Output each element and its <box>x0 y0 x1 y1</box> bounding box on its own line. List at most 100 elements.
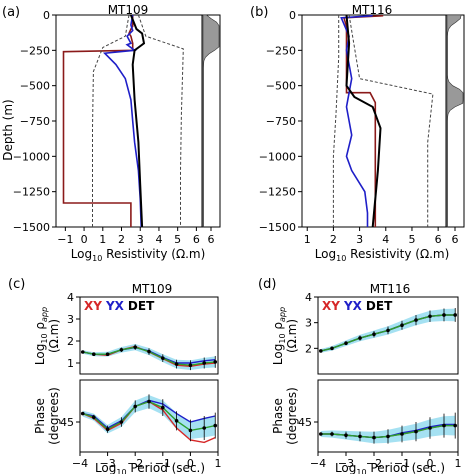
ytick-label: −750 <box>266 115 296 128</box>
rho-data-point <box>400 323 404 328</box>
phase-data-point <box>92 415 96 420</box>
series-black_median <box>345 14 382 228</box>
series-dotted_lower <box>92 14 130 227</box>
rho-data-point <box>372 332 376 337</box>
rho-data-point <box>133 345 137 349</box>
ylabel-phase-line1: Phase <box>271 398 285 434</box>
ylabel-phase-d: Phase (degrees) <box>271 387 299 445</box>
phase-data-point <box>174 419 179 423</box>
ytick-label: −500 <box>20 80 50 93</box>
ensemble-band-phase <box>82 395 216 439</box>
xtick-label: 1 <box>215 457 222 470</box>
rho-data-point <box>161 356 165 360</box>
xtick-label: 1 <box>304 233 311 246</box>
xlabel-log: Log <box>335 461 356 474</box>
ytick-label: −250 <box>20 44 50 57</box>
ytick-label: −1500 <box>13 221 50 234</box>
ylabel-phase-c: Phase (degrees) <box>33 387 61 445</box>
xtick-label: −4 <box>310 457 326 470</box>
series-dotted_upper <box>137 14 184 227</box>
xlabel-sub: 10 <box>356 468 366 474</box>
xtick-label: 2 <box>118 233 125 246</box>
ytick-label: −1250 <box>259 186 296 199</box>
xtick-label: 5 <box>408 233 415 246</box>
xlabel-log: Log <box>71 247 92 261</box>
rho-data-point <box>442 313 446 317</box>
ytick-label: −500 <box>266 80 296 93</box>
rho-data-point <box>358 336 362 340</box>
ylabel-phase-line2: (degrees) <box>285 387 299 445</box>
rho-data-point <box>428 314 432 319</box>
xtick-label: 0 <box>427 457 434 470</box>
xtick-label: −4 <box>72 457 88 470</box>
axes-frame-c-bottom <box>79 379 219 453</box>
xtick-label: 2 <box>330 233 337 246</box>
ylabel-rho-line1: Log10 ρapp <box>33 307 49 365</box>
ytick-label: −1000 <box>259 150 296 163</box>
xtick-label: −2 <box>127 457 143 470</box>
ytick-label: 0 <box>289 9 296 22</box>
histogram-frame-b <box>445 14 465 228</box>
xtick-label: 6 <box>193 233 200 246</box>
rho-data-point <box>80 350 85 354</box>
xlabel-log: Log <box>95 461 116 474</box>
axes-frame-d-top <box>317 296 459 375</box>
title-b: MT116 <box>352 3 393 17</box>
panel-label-a: (a) <box>2 5 20 20</box>
xtick-label: 0 <box>187 457 194 470</box>
xtick-label: 3 <box>356 233 363 246</box>
xtick-label: −1 <box>394 457 410 470</box>
legend-c: XY YX DET <box>84 299 155 313</box>
ytick-label: −1500 <box>259 221 296 234</box>
phase-data-point <box>414 429 418 434</box>
rho-data-point <box>119 348 124 352</box>
phase-data-point <box>442 423 446 428</box>
legend-yx: YX <box>343 299 363 313</box>
ylabel-rho-line1: Log10 ρapp <box>271 307 287 365</box>
ytick-label: 45 <box>60 416 74 429</box>
xtick-label: 5 <box>174 233 181 246</box>
series-black_median <box>129 14 146 228</box>
axes-frame-c-top <box>79 296 219 375</box>
plot-layer: 0−250−500−750−1000−1250−1500−1 0 1 2 3 4 5 6 60−… <box>13 9 464 470</box>
xtick-label: −1 <box>155 457 171 470</box>
ytick-label: −750 <box>20 115 50 128</box>
rho-data-point <box>213 360 218 364</box>
ylabel-rho-line2: (Ω.m) <box>285 319 299 353</box>
rho-data-point <box>453 313 458 317</box>
legend-det: DET <box>128 299 155 313</box>
phase-data-point <box>344 433 348 438</box>
phase-data-point <box>386 434 390 439</box>
rho-data-point <box>386 328 390 333</box>
xtick-label: −3 <box>99 457 115 470</box>
xlabel-rest: Period (sec.) <box>367 461 445 474</box>
phase-data-point <box>428 426 432 430</box>
rho-data-point <box>330 346 334 351</box>
rho-data-point <box>319 349 323 353</box>
xlabel-sub: 10 <box>116 468 126 474</box>
legend-yx: YX <box>105 299 125 313</box>
axes-frame-d-bottom <box>317 379 459 453</box>
phase-data-point <box>119 420 124 424</box>
phase-data-point <box>330 432 334 436</box>
xlabel-resistivity-a: Log10 Resistivity (Ω.m) <box>71 247 206 263</box>
ytick-label: 1 <box>67 357 74 370</box>
rho-data-point <box>414 318 418 322</box>
ytick-label: 4 <box>67 291 74 304</box>
rho-data-point <box>92 352 96 357</box>
xlabel-resistivity-b: Log10 Resistivity (Ω.m) <box>315 247 450 263</box>
title-a: MT109 <box>108 3 149 17</box>
phase-data-point <box>202 426 206 430</box>
rho-data-point <box>344 341 348 346</box>
phase-data-point <box>358 434 362 439</box>
ytick-label: 3 <box>67 313 74 326</box>
ytick-label: 45 <box>298 416 312 429</box>
axes-frame-b <box>301 14 447 228</box>
ytick-label: −250 <box>266 44 296 57</box>
xlabel-rest: Resistivity (Ω.m) <box>102 247 205 261</box>
xlabel-rest: Period (sec.) <box>127 461 205 474</box>
phase-data-point <box>147 399 151 404</box>
legend-xy: XY <box>84 299 102 313</box>
phase-data-point <box>80 411 85 416</box>
phase-data-point <box>105 427 110 432</box>
